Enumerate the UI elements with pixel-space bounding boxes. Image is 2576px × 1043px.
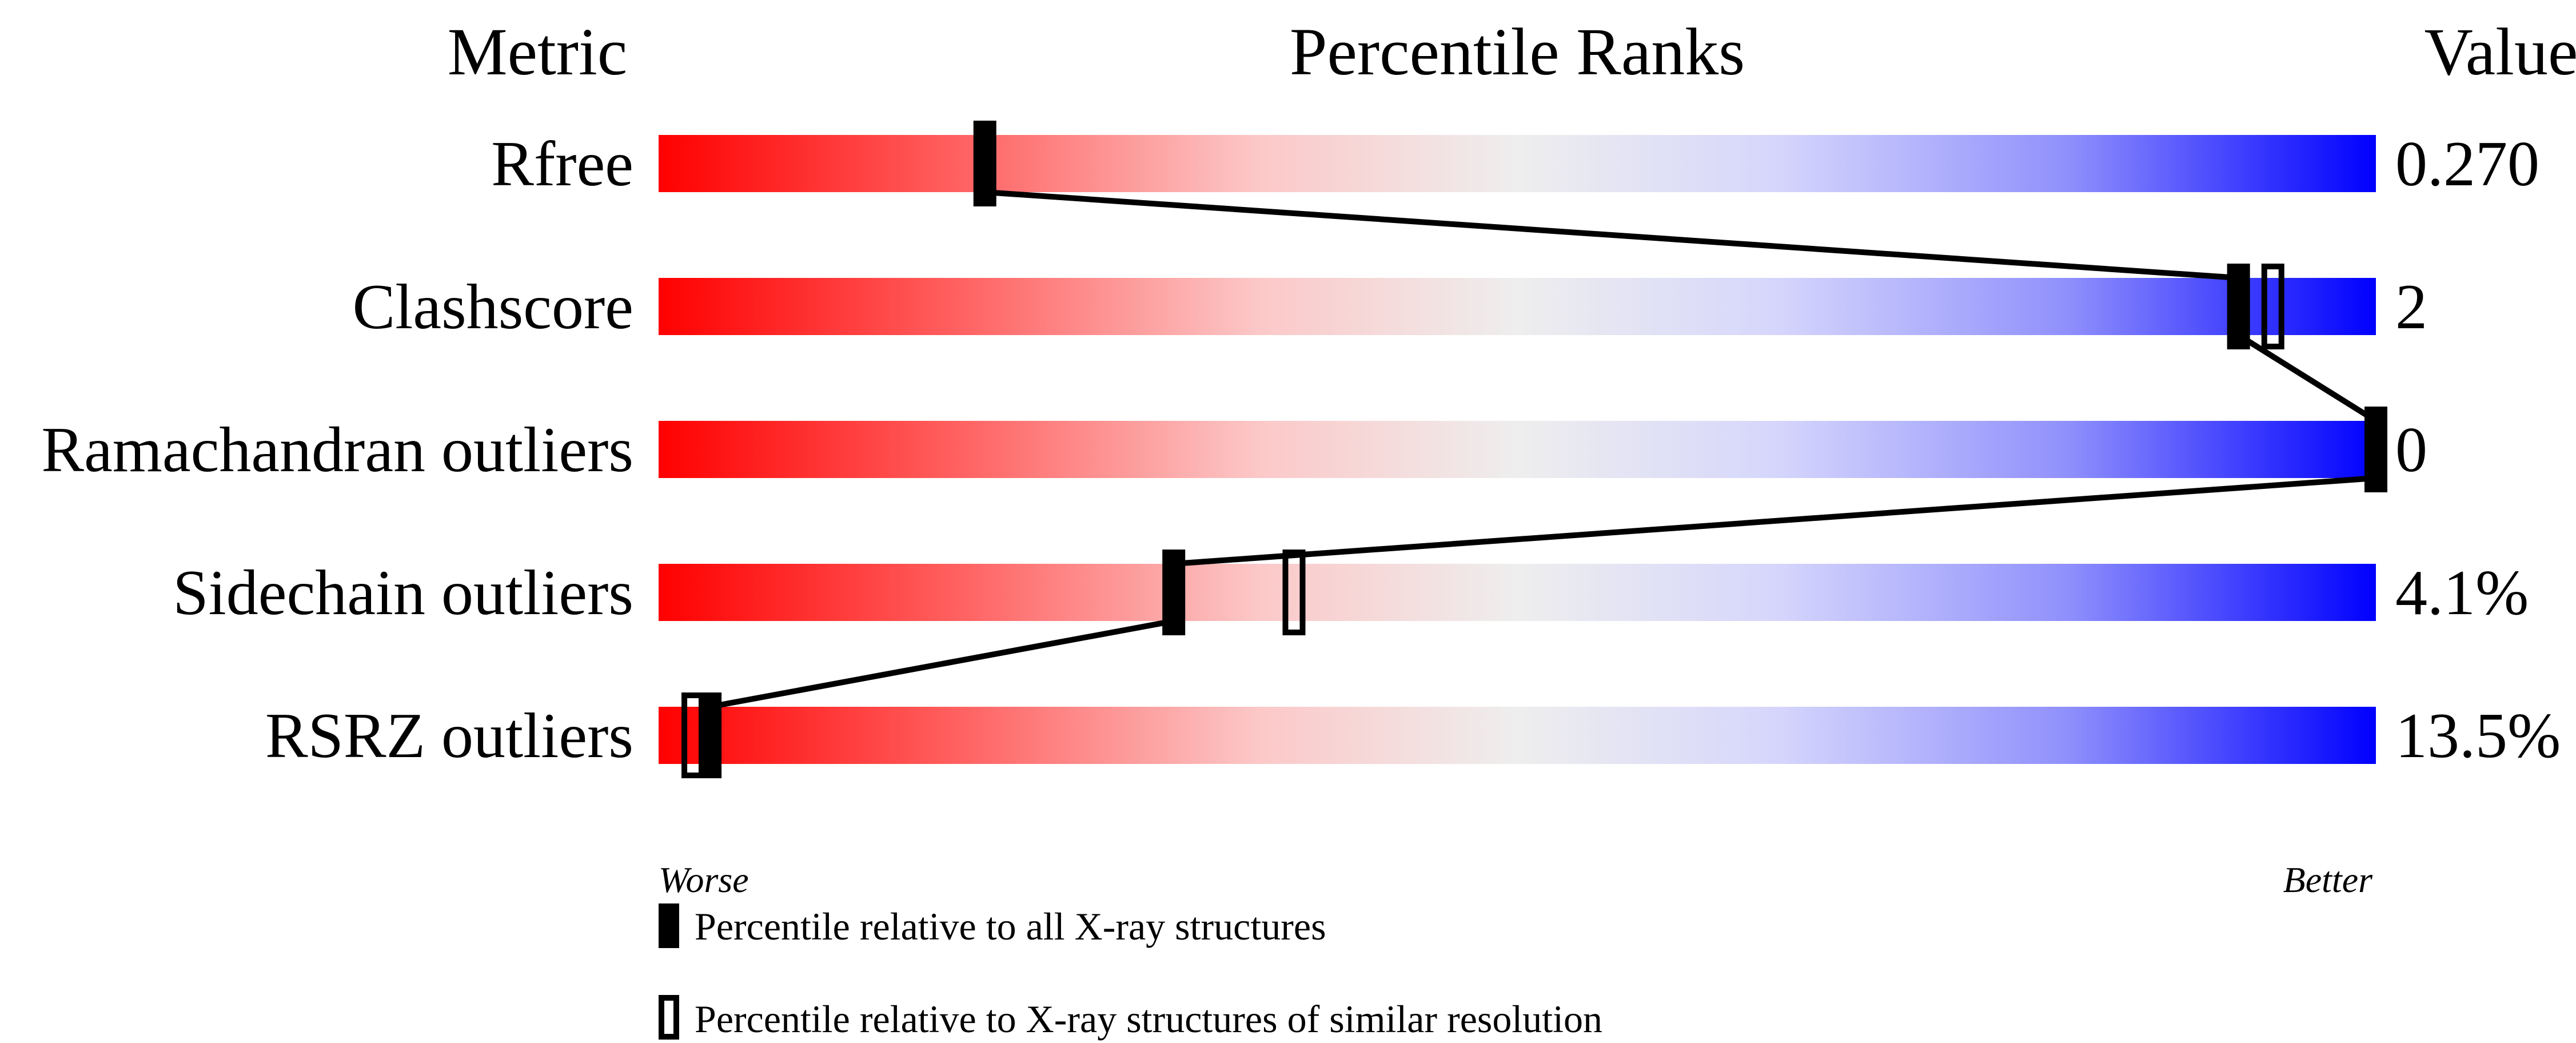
- header-percentile-ranks: Percentile Ranks: [1290, 14, 1745, 89]
- legend-label-similar: Percentile relative to X-ray structures …: [695, 997, 1602, 1041]
- connector-line: [2237, 332, 2378, 424]
- legend-label-all: Percentile relative to all X-ray structu…: [695, 905, 1326, 948]
- connector-line: [1173, 475, 2376, 567]
- header-value: Value: [2425, 14, 2576, 89]
- connector-line: [984, 189, 2239, 281]
- marker-similar-resolution: [2261, 264, 2284, 349]
- metric-label: RSRZ outliers: [265, 700, 633, 771]
- axis-label-better: Better: [2283, 859, 2373, 900]
- marker-all-structures: [2364, 407, 2387, 492]
- metric-label: Ramachandran outliers: [41, 415, 633, 485]
- percentile-bar: [659, 707, 2376, 764]
- percentile-bar: [659, 564, 2376, 621]
- metric-value: 0.270: [2395, 129, 2539, 200]
- percentile-bar: [659, 135, 2376, 192]
- legend-open-marker-icon: [659, 995, 679, 1040]
- metric-label: Clashscore: [353, 272, 633, 343]
- metric-label: Sidechain outliers: [173, 558, 633, 628]
- metric-value: 13.5%: [2395, 700, 2561, 771]
- metric-value: 0: [2395, 415, 2427, 485]
- percentile-bar: [659, 278, 2376, 335]
- marker-all-structures: [973, 121, 996, 206]
- axis-label-worse: Worse: [659, 859, 749, 900]
- connector-line: [709, 618, 1175, 710]
- marker-all-structures: [2227, 264, 2250, 349]
- header-metric: Metric: [448, 14, 628, 89]
- percentile-bar: [659, 421, 2376, 478]
- metric-value: 2: [2395, 272, 2427, 343]
- marker-all-structures: [1162, 550, 1186, 635]
- metric-label: Rfree: [491, 129, 633, 200]
- marker-similar-resolution: [1282, 550, 1306, 635]
- marker-all-structures: [699, 692, 722, 778]
- legend-filled-marker-icon: [659, 903, 679, 948]
- metric-value: 4.1%: [2395, 558, 2529, 628]
